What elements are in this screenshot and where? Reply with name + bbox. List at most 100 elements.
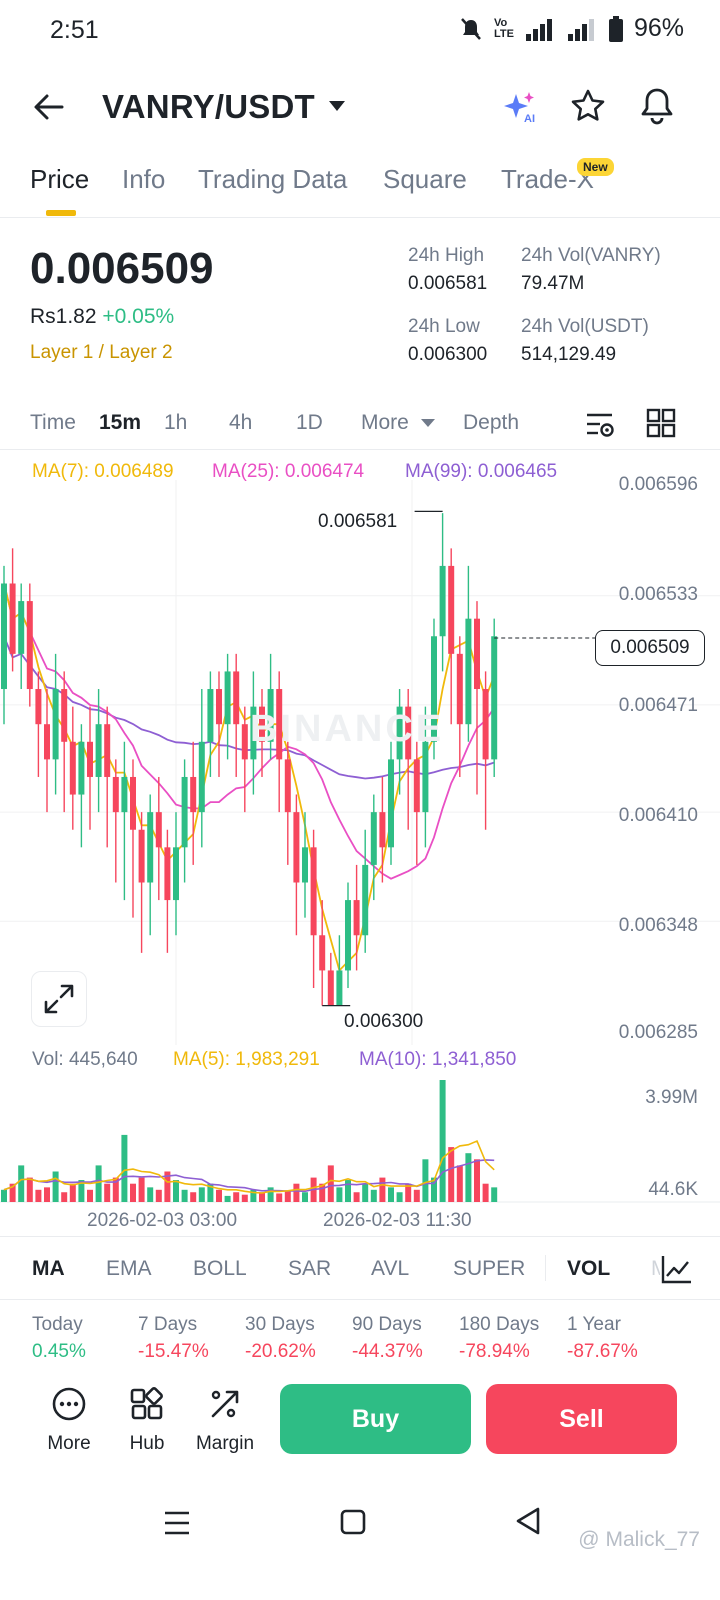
indicator-bar: MA EMA BOLL SAR AVL SUPER VOL M xyxy=(0,1236,720,1300)
recents-icon[interactable] xyxy=(163,1510,191,1536)
interval-depth[interactable]: Depth xyxy=(463,411,520,434)
volume-bar xyxy=(396,1192,403,1202)
volume-bar xyxy=(241,1194,248,1202)
interval-1d[interactable]: 1D xyxy=(296,411,323,434)
candle-body xyxy=(198,741,205,813)
watermark-credit: @ Malick_77 xyxy=(578,1528,700,1551)
battery-icon xyxy=(608,15,623,42)
margin-button[interactable]: Margin xyxy=(190,1386,260,1455)
candle-body xyxy=(276,689,283,760)
candle-body xyxy=(302,847,308,883)
bell-icon[interactable] xyxy=(638,86,676,126)
candlestick-chart[interactable] xyxy=(0,480,720,1045)
interval-time[interactable]: Time xyxy=(30,411,76,434)
volume-bar xyxy=(353,1192,360,1202)
grid-layout-icon[interactable] xyxy=(646,408,676,438)
volume-bar xyxy=(388,1187,394,1202)
ind-vol[interactable]: VOL xyxy=(567,1257,611,1280)
volume-bar xyxy=(190,1192,197,1202)
price-tick-4: 0.006410 xyxy=(618,805,698,826)
candle-body xyxy=(474,618,480,690)
perf-7d-label: 7 Days xyxy=(138,1314,198,1335)
buy-button[interactable]: Buy xyxy=(280,1384,471,1454)
interval-4h[interactable]: 4h xyxy=(229,411,253,434)
date-tick-1: 2026-02-03 03:00 xyxy=(87,1210,238,1231)
dropdown-caret-icon[interactable] xyxy=(328,100,346,112)
interval-more[interactable]: More xyxy=(361,411,409,434)
candle-body xyxy=(353,900,360,936)
candle-body xyxy=(52,689,59,760)
interval-15m[interactable]: 15m xyxy=(99,411,142,434)
volume-bar xyxy=(327,1165,334,1202)
ind-divider xyxy=(545,1255,546,1281)
main-tabs: Price Info Trading Data Square Trade-X xyxy=(0,156,720,218)
ma25-legend: MA(25): 0.006474 xyxy=(212,461,365,482)
candle-body xyxy=(224,671,231,725)
high-value: 0.006581 xyxy=(408,273,488,294)
volume-bar xyxy=(181,1189,188,1202)
low-annotation: 0.006300 xyxy=(344,1011,424,1032)
star-icon[interactable] xyxy=(570,88,606,124)
category-tag[interactable]: Layer 1 / Layer 2 xyxy=(30,342,173,363)
ind-boll[interactable]: BOLL xyxy=(193,1257,247,1280)
ind-super[interactable]: SUPER xyxy=(453,1257,526,1280)
volume-bar xyxy=(456,1165,463,1202)
vol-ma10-line xyxy=(3,1159,495,1193)
ai-sparkle-icon[interactable]: AI xyxy=(500,88,540,128)
home-icon[interactable] xyxy=(340,1509,366,1535)
candle-body xyxy=(35,689,42,725)
volume-bar xyxy=(138,1177,145,1202)
candle-body xyxy=(362,864,369,936)
candle-body xyxy=(482,689,489,760)
volume-bar xyxy=(448,1147,455,1202)
signal-4g-icon xyxy=(525,18,552,41)
price-change: +0.05% xyxy=(102,305,175,328)
mute-icon xyxy=(461,17,481,40)
sell-button[interactable]: Sell xyxy=(486,1384,677,1454)
candle-body xyxy=(87,741,93,777)
hub-button[interactable]: Hub xyxy=(112,1386,182,1455)
volume-bar xyxy=(345,1180,351,1202)
ind-avl[interactable]: AVL xyxy=(371,1257,410,1280)
ind-ma[interactable]: MA xyxy=(32,1257,65,1280)
perf-30d-label: 30 Days xyxy=(245,1314,315,1335)
system-nav-bar xyxy=(0,1490,720,1600)
ind-sar[interactable]: SAR xyxy=(288,1257,332,1280)
volume-bar xyxy=(1,1189,7,1202)
candle-body xyxy=(405,706,412,760)
volume-bar xyxy=(130,1183,136,1202)
price-tick-2: 0.006533 xyxy=(618,584,698,605)
tab-trading-data[interactable]: Trading Data xyxy=(198,164,348,194)
tab-info[interactable]: Info xyxy=(122,164,166,194)
more-button[interactable]: More xyxy=(34,1386,104,1455)
volume-bar xyxy=(319,1183,326,1202)
ind-ema[interactable]: EMA xyxy=(106,1257,152,1280)
candle-body xyxy=(319,935,326,971)
back-arrow-icon[interactable] xyxy=(32,90,66,124)
fullscreen-button[interactable] xyxy=(31,971,87,1027)
candle-body xyxy=(207,689,214,742)
status-icons: Vo LTE 96% xyxy=(458,14,684,43)
indicator-settings-icon[interactable] xyxy=(660,1253,694,1285)
candle-body xyxy=(379,812,386,848)
interval-1h[interactable]: 1h xyxy=(164,411,188,434)
new-badge: New xyxy=(577,158,614,176)
back-nav-icon[interactable] xyxy=(514,1506,542,1536)
candle-body xyxy=(431,636,437,742)
candle-body xyxy=(104,724,111,777)
interval-bar: Time 15m 1h 4h 1D More Depth xyxy=(0,400,720,450)
pair-title[interactable]: VANRY/USDT xyxy=(102,88,315,125)
volume-bar xyxy=(26,1177,33,1202)
volume-bar xyxy=(439,1080,446,1202)
binance-watermark: BINANCE xyxy=(250,708,445,750)
volume-bar xyxy=(198,1187,205,1202)
chart-settings-icon[interactable] xyxy=(584,410,616,440)
high-label: 24h High xyxy=(408,245,485,266)
candle-body xyxy=(396,706,403,760)
candle-body xyxy=(388,759,394,848)
volume-bar xyxy=(491,1187,498,1202)
tab-price[interactable]: Price xyxy=(30,164,90,194)
vol-quote-label: 24h Vol(USDT) xyxy=(521,316,649,337)
vol-legend: Vol: 445,640 xyxy=(32,1049,138,1070)
tab-square[interactable]: Square xyxy=(383,164,467,194)
